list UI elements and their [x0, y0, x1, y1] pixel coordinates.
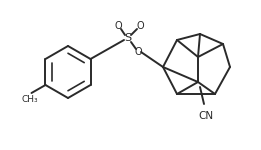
Text: CH₃: CH₃ [21, 95, 38, 104]
Text: O: O [136, 21, 144, 31]
Text: O: O [114, 21, 122, 31]
Text: CN: CN [198, 111, 213, 121]
Text: O: O [134, 47, 142, 57]
Text: S: S [124, 33, 132, 43]
